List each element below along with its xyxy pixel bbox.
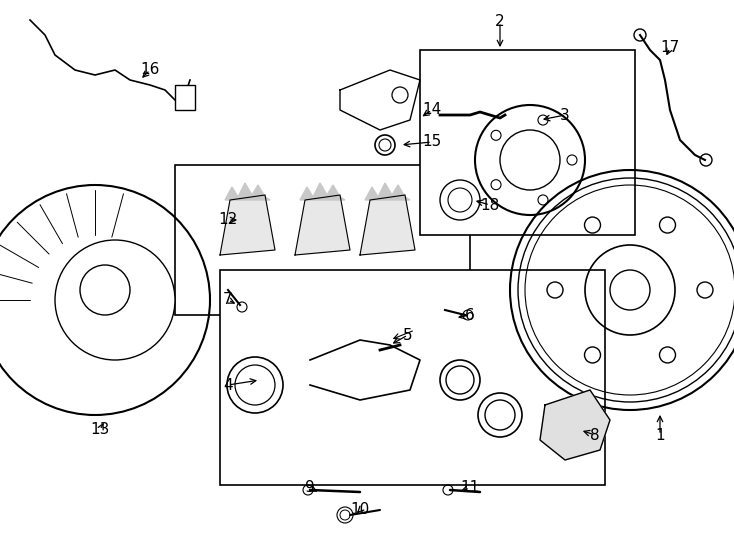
Bar <box>420 50 635 235</box>
Text: 15: 15 <box>422 134 442 150</box>
Text: 7: 7 <box>223 293 233 307</box>
Text: 12: 12 <box>219 213 238 227</box>
Text: 8: 8 <box>590 428 600 442</box>
Text: 4: 4 <box>223 377 233 393</box>
Text: 5: 5 <box>403 327 413 342</box>
Circle shape <box>55 240 175 360</box>
Text: 10: 10 <box>350 503 370 517</box>
Polygon shape <box>295 195 350 255</box>
Polygon shape <box>360 195 415 255</box>
Polygon shape <box>300 183 345 200</box>
Text: 13: 13 <box>90 422 109 437</box>
Bar <box>175 85 195 110</box>
Bar <box>220 270 605 485</box>
Text: 1: 1 <box>655 428 665 442</box>
Text: 16: 16 <box>140 63 160 78</box>
Polygon shape <box>365 183 410 200</box>
Text: 9: 9 <box>305 481 315 496</box>
Text: 6: 6 <box>465 307 475 322</box>
Text: 2: 2 <box>495 15 505 30</box>
Text: 3: 3 <box>560 107 570 123</box>
Polygon shape <box>220 195 275 255</box>
Polygon shape <box>540 390 610 460</box>
Text: 14: 14 <box>422 103 442 118</box>
Text: 17: 17 <box>661 40 680 56</box>
Bar <box>175 165 470 315</box>
Polygon shape <box>225 183 270 200</box>
Text: 11: 11 <box>460 481 479 496</box>
Text: 18: 18 <box>480 198 500 213</box>
